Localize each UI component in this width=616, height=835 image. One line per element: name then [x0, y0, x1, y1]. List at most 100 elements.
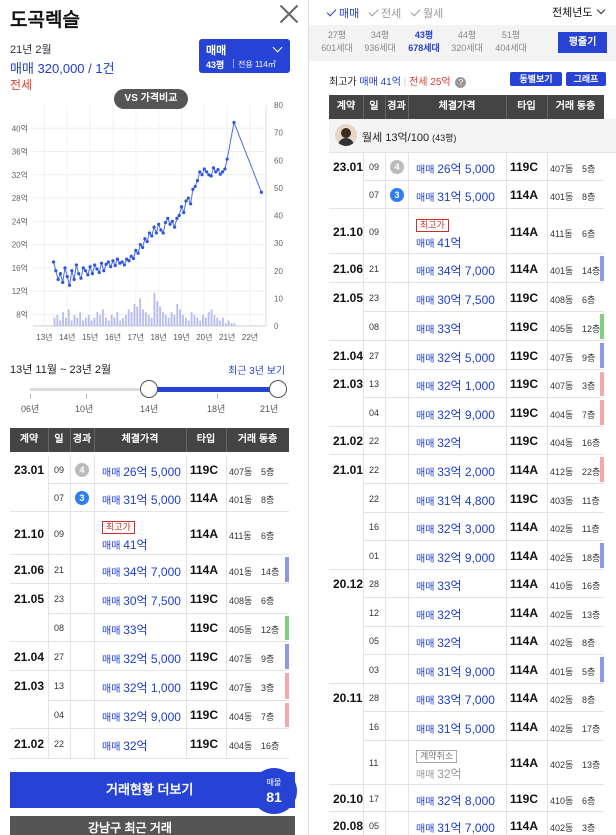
column-header[interactable]: 일 — [54, 434, 64, 445]
slider-end-handle[interactable] — [269, 380, 287, 398]
divider — [408, 598, 409, 627]
table-row[interactable]: 23.01 09 4 매매 26억 5,000 119C 407동 5층 — [329, 153, 604, 181]
table-row[interactable]: 01 매매 32억 9,000 114A 402동 18층 — [329, 541, 604, 570]
building-number: 410동 — [550, 581, 574, 591]
volume-bar — [64, 317, 67, 326]
monthly-rent-row[interactable]: 월세 13억/100 (43평) — [329, 119, 616, 153]
deal-type-select[interactable]: 매매 43평 전용 114㎡ — [199, 39, 290, 73]
price-point — [93, 263, 97, 267]
table-row[interactable]: 12 매매 32억 114A 402동 13층 — [329, 598, 604, 627]
column-header[interactable]: 타입 — [517, 101, 536, 112]
price-point — [104, 262, 108, 266]
divider — [506, 712, 507, 741]
column-header[interactable]: 경과 — [72, 434, 92, 445]
column-header[interactable]: 경과 — [387, 101, 406, 112]
table-row[interactable]: 21.04 27 매매 32억 5,000 119C 407동 9층 — [10, 642, 289, 671]
table-row[interactable]: 16 매매 32억 3,000 114A 402동 11층 — [329, 513, 604, 541]
listing-count-badge[interactable]: 매물 81 — [251, 768, 297, 814]
divider — [186, 584, 187, 614]
table-row[interactable]: 21.03 13 매매 32억 1,000 119C 407동 3층 — [329, 370, 604, 398]
price-point — [134, 248, 138, 252]
tab-sale[interactable]: 매매 — [326, 5, 359, 21]
divider — [363, 312, 364, 341]
more-transactions-button[interactable]: 거래현황 더보기 — [10, 772, 295, 808]
table-row[interactable]: 20.10 17 매매 32억 8,000 119C 410동 6층 — [329, 785, 604, 812]
deal-amount: 30억 7,500 — [437, 292, 495, 307]
table-row[interactable]: 08 매매 33억 119C 405동 12층 — [10, 614, 289, 642]
column-header[interactable]: 거래 동층 — [555, 101, 596, 112]
table-row[interactable]: 20.08 05 매매 31억 7,000 114A 402동 3층 — [329, 812, 604, 835]
pyeong-button[interactable]: 평줄기 — [558, 32, 607, 53]
table-row[interactable]: 20.12 28 매매 33억 114A 410동 16층 — [329, 570, 604, 598]
table-row[interactable]: 08 매매 33억 119C 405동 12층 — [329, 312, 604, 341]
help-icon[interactable]: ? — [455, 77, 467, 88]
vs-compare-button[interactable]: VS 가격비교 — [114, 89, 188, 109]
divider — [408, 541, 409, 570]
contract-date: 21.02 — [333, 434, 364, 448]
x-tick-label: 21년 — [219, 332, 235, 342]
divider — [363, 484, 364, 513]
tab-jeonse[interactable]: 전세 — [368, 5, 401, 21]
contract-day: 22 — [369, 464, 380, 475]
divider — [547, 398, 548, 427]
dong-view-button[interactable]: 동별보기 — [510, 72, 562, 86]
floor-number: 6층 — [582, 294, 596, 305]
column-header[interactable]: 타입 — [196, 434, 216, 445]
volume-bar — [133, 303, 136, 326]
column-header[interactable]: 계약 — [19, 434, 39, 445]
column-header[interactable]: 체결가격 — [121, 434, 159, 445]
area-option-43평[interactable]: 43평 678세대 — [402, 29, 446, 55]
table-row[interactable]: 21.10 09 최고가 매매 41억 114A 411동 6층 — [10, 512, 289, 555]
table-row[interactable]: 07 3 매매 31억 5,000 114A 401동 8층 — [329, 181, 604, 209]
divider — [70, 642, 71, 671]
contract-day: 28 — [369, 579, 380, 589]
area-option-51평[interactable]: 51평 404세대 — [489, 29, 533, 55]
y-right-tick-label: 10 — [274, 294, 283, 303]
table-row[interactable]: 07 3 매매 31억 5,000 114A 401동 8층 — [10, 484, 289, 512]
divider — [70, 584, 71, 614]
slider-start-handle[interactable] — [140, 380, 158, 398]
table-row[interactable]: 21.06 21 매매 34억 7,000 114A 401동 14층 — [10, 555, 289, 584]
table-row[interactable]: 21.04 27 매매 32억 5,000 119C 407동 9층 — [329, 341, 604, 370]
table-row[interactable]: 03 매매 31억 9,000 114A 401동 5층 — [329, 655, 604, 684]
table-row[interactable]: 05 매매 32억 114A 402동 8층 — [329, 627, 604, 655]
unit-type: 119C — [510, 791, 539, 806]
column-header[interactable]: 계약 — [336, 101, 356, 112]
table-row[interactable]: 20.11 28 매매 33억 7,000 114A 402동 8층 — [329, 684, 604, 712]
divider — [385, 153, 386, 181]
area-option-44평[interactable]: 44평 320세대 — [445, 29, 489, 55]
graph-button[interactable]: 그래프 — [566, 72, 606, 86]
table-row[interactable]: 22 매매 31억 4,800 119C 403동 11층 — [329, 484, 604, 513]
table-row[interactable]: 16 매매 31억 5,000 114A 402동 17층 — [329, 712, 604, 741]
table-row[interactable]: 21.05 23 매매 30억 7,500 119C 408동 6층 — [10, 584, 289, 614]
table-row[interactable]: 23.01 09 4 매매 26억 5,000 119C 407동 5층 — [10, 456, 289, 484]
table-row[interactable]: 21.05 23 매매 30억 7,500 119C 408동 6층 — [329, 283, 604, 312]
divider — [363, 153, 364, 181]
divider — [506, 370, 507, 398]
table-row[interactable]: 21.02 22 매매 32억 119C 404동 16층 — [10, 729, 289, 759]
table-row[interactable]: 21.10 09 최고가 매매 41억 114A 411동 6층 — [329, 209, 604, 254]
column-header[interactable]: 체결가격 — [438, 101, 476, 112]
area-option-27평[interactable]: 27평 601세대 — [315, 29, 359, 55]
year-select[interactable]: 전체년도 — [552, 4, 606, 20]
table-row[interactable]: 21.03 13 매매 32억 1,000 119C 407동 3층 — [10, 671, 289, 701]
divider — [48, 671, 49, 701]
table-row[interactable]: 04 매매 32억 9,000 119C 404동 7층 — [10, 701, 289, 729]
recent-3y-link[interactable]: 최근 3년 보기 — [228, 366, 286, 377]
column-header[interactable]: 거래 동층 — [237, 434, 278, 445]
area-option-34평[interactable]: 34평 936세대 — [358, 29, 402, 55]
column-header[interactable]: 일 — [369, 101, 379, 112]
max-price-tag: 최고가 — [102, 520, 135, 534]
building-number: 402동 — [550, 760, 574, 770]
tab-monthly[interactable]: 월세 — [410, 5, 443, 21]
floor-number: 11층 — [582, 524, 600, 534]
table-row[interactable]: 11 계약취소 매매 32억 114A 402동 13층 — [329, 741, 604, 785]
divider — [70, 614, 71, 642]
unit-type: 119C — [510, 348, 539, 363]
district-recent-button[interactable]: 강남구 최근 거래 — [10, 816, 295, 835]
close-icon[interactable] — [279, 4, 299, 24]
table-row[interactable]: 21.01 22 매매 33억 2,000 114A 412동 22층 — [329, 455, 604, 484]
table-row[interactable]: 04 매매 32억 9,000 119C 404동 7층 — [329, 398, 604, 427]
table-row[interactable]: 21.02 22 매매 32억 119C 404동 16층 — [329, 427, 604, 455]
table-row[interactable]: 21.06 21 매매 34억 7,000 114A 401동 14층 — [329, 254, 604, 283]
